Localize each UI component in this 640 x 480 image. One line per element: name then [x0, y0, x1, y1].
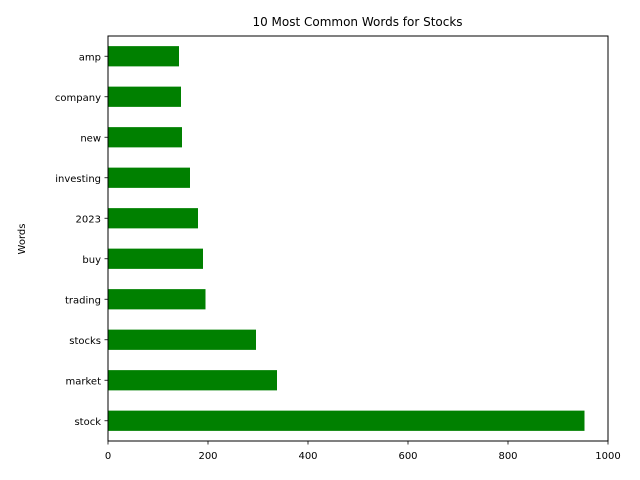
y-tick-label: 2023: [76, 214, 101, 225]
bar-new: [108, 127, 182, 148]
bar-amp: [108, 46, 179, 67]
x-tick-label: 400: [298, 451, 317, 462]
y-axis-label: Words: [17, 224, 28, 255]
y-tick-label: market: [66, 376, 102, 387]
x-tick-label: 200: [198, 451, 217, 462]
bar-2023: [108, 208, 198, 229]
bar-investing: [108, 167, 190, 188]
y-tick-label: amp: [79, 52, 101, 63]
x-tick-label: 0: [105, 451, 111, 462]
y-ticks-group: stock market stocks trading buy 2023 investing…: [55, 52, 108, 428]
bar-market: [108, 370, 277, 391]
plot-frame: [107, 35, 609, 442]
bar-company: [108, 86, 181, 107]
bar-trading: [108, 289, 206, 310]
x-tick-label: 800: [498, 451, 517, 462]
chart-title: 10 Most Common Words for Stocks: [252, 15, 462, 29]
x-tick-label: 1000: [595, 451, 620, 462]
x-tick-label: 600: [398, 451, 417, 462]
y-tick-label: stocks: [69, 336, 101, 347]
y-tick-label: buy: [82, 255, 101, 266]
bar-stocks: [108, 329, 256, 350]
bar-stock: [108, 410, 585, 431]
y-tick-label: investing: [55, 174, 101, 185]
y-tick-label: company: [55, 93, 101, 104]
x-ticks-group: 0 200 400 600 800 1000: [105, 441, 621, 462]
y-tick-label: new: [80, 133, 101, 144]
y-tick-label: trading: [65, 295, 101, 306]
bars-group: [108, 46, 585, 431]
y-tick-label: stock: [74, 417, 101, 428]
bar-buy: [108, 248, 203, 269]
